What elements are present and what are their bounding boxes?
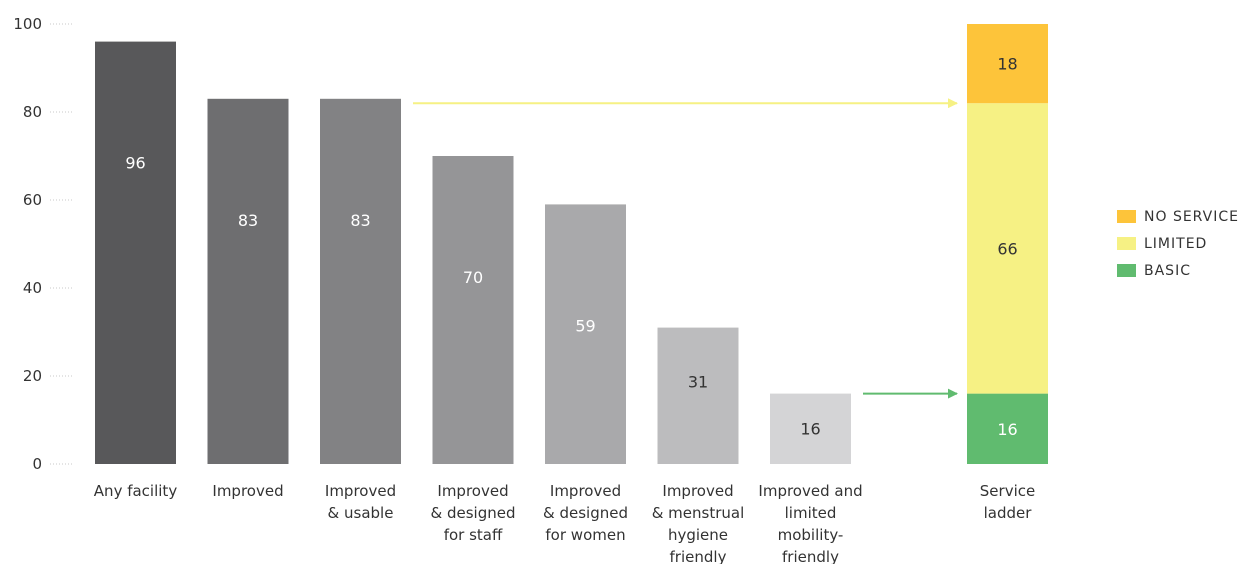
category-label: Improved & designed for women xyxy=(543,482,628,544)
legend-swatch xyxy=(1117,264,1136,277)
stack-segment-label: 16 xyxy=(997,420,1017,439)
legend-label: LIMITED xyxy=(1144,235,1208,252)
stack-segment-label: 66 xyxy=(997,239,1017,258)
category-label: Improved & usable xyxy=(325,482,396,522)
stack-segment-label: 18 xyxy=(997,55,1017,74)
legend-swatch xyxy=(1117,210,1136,223)
y-tick-label: 0 xyxy=(32,455,42,473)
bars: 96 83 83 70 59 31 16 xyxy=(95,41,851,465)
legend-item: LIMITED xyxy=(1117,230,1239,257)
legend: NO SERVICE LIMITED BASIC xyxy=(1117,203,1239,284)
category-label: Improved & menstrual hygiene friendly xyxy=(652,482,745,564)
category-label: Improved and limited mobility-friendly xyxy=(758,482,862,564)
category-label: Improved xyxy=(212,482,283,500)
category-label: Improved & designed for staff xyxy=(431,482,516,544)
legend-item: NO SERVICE xyxy=(1117,203,1239,230)
bar xyxy=(432,156,514,464)
bar-value-label: 16 xyxy=(800,420,820,439)
bar xyxy=(545,204,626,464)
bar xyxy=(95,41,176,464)
bar xyxy=(770,393,851,464)
y-tick-label: 20 xyxy=(23,367,42,385)
category-label-service-ladder: Service ladder xyxy=(980,482,1035,522)
legend-item: BASIC xyxy=(1117,257,1239,284)
legend-label: BASIC xyxy=(1144,262,1191,279)
bar xyxy=(207,98,289,465)
bar-value-label: 83 xyxy=(350,211,370,230)
bar-value-label: 96 xyxy=(125,154,145,173)
stack-segment-no-service xyxy=(967,24,1048,104)
service-ladder-bar: 16 66 18 xyxy=(967,24,1048,464)
bar-value-label: 83 xyxy=(238,211,258,230)
legend-label: NO SERVICE xyxy=(1144,208,1239,225)
y-tick-label: 60 xyxy=(23,191,42,209)
stack-segment-limited xyxy=(967,103,1048,394)
arrows xyxy=(413,98,958,399)
bar-value-label: 59 xyxy=(575,316,595,335)
bar-value-label: 31 xyxy=(688,373,708,392)
bar-value-label: 70 xyxy=(463,268,483,287)
y-tick-label: 100 xyxy=(13,15,42,33)
y-tick-label: 40 xyxy=(23,279,42,297)
bar xyxy=(657,327,739,464)
legend-swatch xyxy=(1117,237,1136,250)
bar xyxy=(320,98,401,465)
y-axis: 0 20 40 60 80 100 xyxy=(13,15,74,473)
category-labels: Any facility Improved Improved & usable Impr… xyxy=(94,482,1035,564)
stack-segment-basic xyxy=(967,393,1048,464)
y-tick-label: 80 xyxy=(23,103,42,121)
category-label: Any facility xyxy=(94,482,178,500)
